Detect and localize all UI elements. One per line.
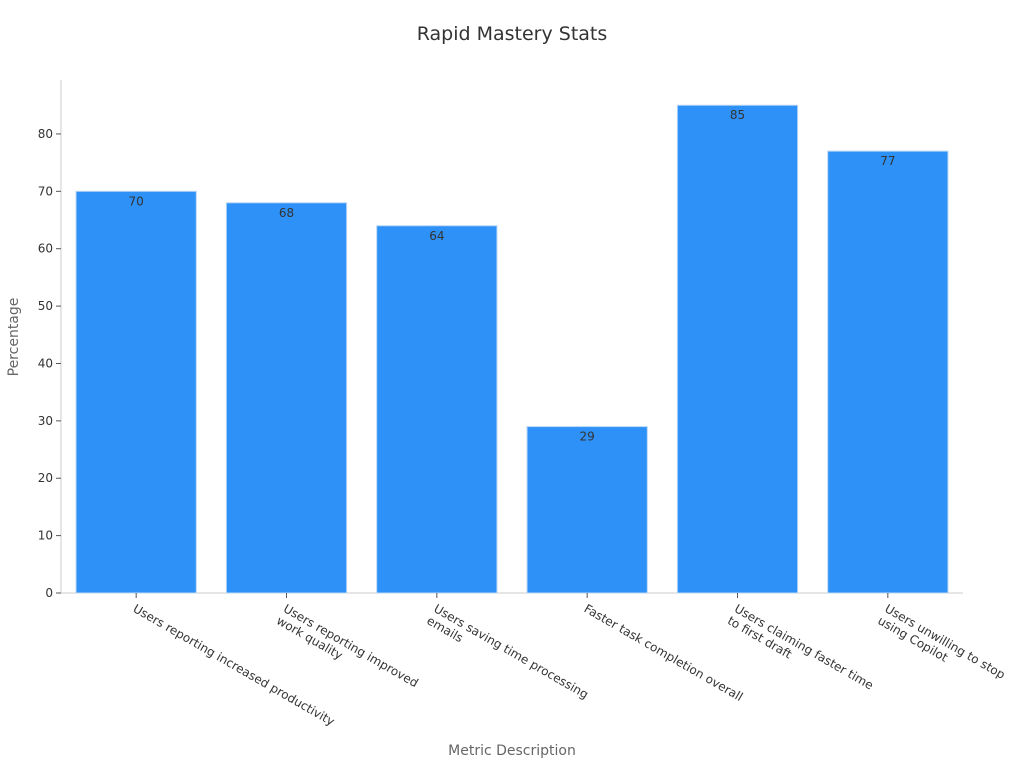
chart-title: Rapid Mastery Stats	[417, 23, 608, 45]
y-tick-label: 40	[38, 356, 53, 370]
x-tick-label: Users claiming faster timeto first draft	[725, 601, 876, 704]
value-label: 77	[880, 154, 895, 168]
y-tick-label: 70	[38, 184, 53, 198]
y-tick-label: 0	[45, 586, 53, 600]
x-tick-label: Users saving time processingemails	[424, 601, 590, 713]
x-tick-label: Faster task completion overall	[582, 601, 746, 704]
y-tick-label: 30	[38, 414, 53, 428]
y-tick-label: 20	[38, 471, 53, 485]
value-label: 70	[129, 194, 144, 208]
x-tick-label: Users unwilling to stopusing Copilot	[875, 601, 1007, 693]
y-tick-label: 80	[38, 127, 53, 141]
bar	[225, 202, 348, 594]
value-label: 64	[429, 229, 444, 243]
y-tick-label: 60	[38, 242, 53, 256]
y-tick-label: 50	[38, 299, 53, 313]
y-axis-title: Percentage	[6, 298, 22, 377]
value-label: 68	[279, 206, 294, 220]
bar	[827, 150, 949, 594]
bar	[75, 190, 197, 594]
bar	[526, 426, 648, 594]
value-label: 29	[580, 430, 595, 444]
x-tick-label: Users reporting improvedwork quality	[274, 601, 421, 702]
bar	[676, 104, 799, 594]
x-axis-title: Metric Description	[448, 743, 576, 759]
y-tick-label: 10	[38, 529, 53, 543]
value-label: 85	[730, 108, 745, 122]
bar	[376, 225, 498, 594]
